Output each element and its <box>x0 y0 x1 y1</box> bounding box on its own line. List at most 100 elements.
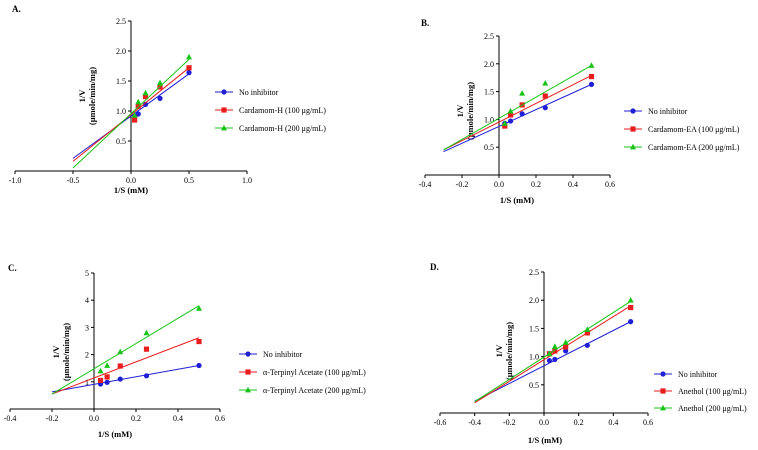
data-point <box>142 94 149 100</box>
y-tick-label: 2.5 <box>484 32 494 41</box>
legend-marker <box>245 351 251 357</box>
legend-marker <box>660 404 666 411</box>
series-3: α-Terpinyl Acetate (200 μg/mL) <box>51 305 366 395</box>
data-point <box>628 304 634 311</box>
data-point <box>546 357 553 364</box>
x-tick-label: -0.2 <box>46 414 59 423</box>
legend-marker <box>630 143 636 150</box>
series-1: No inhibitor <box>474 319 718 402</box>
legend-marker <box>630 126 636 132</box>
x-tick-label: 0.4 <box>173 414 183 423</box>
y-tick-label: 1.5 <box>116 77 126 86</box>
legend-label: No inhibitor <box>678 370 718 379</box>
x-axis-label: 1/S (mM) <box>98 429 132 439</box>
x-tick-label: 0.6 <box>215 414 225 423</box>
data-point <box>507 112 514 118</box>
x-tick-label: -0.6 <box>434 418 447 427</box>
x-axis-label: 1/S (mM) <box>528 435 562 445</box>
y-tick-label: 2.0 <box>484 60 494 69</box>
chart-panel-4: D. -0.6 -0.4 -0.2 0.0 0.2 0.4 0.6 0.5 1.0 1.5 2.0 2.… <box>430 262 747 445</box>
data-point <box>196 305 202 311</box>
panel-label: D. <box>430 262 439 272</box>
series-3: Cardamom-EA (200 μg/mL) <box>443 62 740 152</box>
panel-label: C. <box>8 263 17 273</box>
data-point <box>186 70 192 76</box>
data-point <box>132 117 138 123</box>
data-point <box>507 118 514 124</box>
data-point <box>143 329 150 336</box>
legend-label: Anethol (100 μg/mL) <box>678 387 747 396</box>
x-tick-label: 0.5 <box>184 176 194 185</box>
data-point <box>117 363 123 369</box>
legend-marker <box>660 388 666 394</box>
series-3: Anethol (200 μg/mL) <box>474 297 747 413</box>
series-1: No inhibitor <box>443 81 688 153</box>
y-tick-label: 0.5 <box>484 143 494 152</box>
x-tick-label: -0.4 <box>4 414 17 423</box>
legend-label: Cardamom-EA (200 μg/mL) <box>648 143 740 152</box>
x-tick-label: -0.5 <box>67 176 80 185</box>
legend-label: Anethol (200 μg/mL) <box>678 404 747 413</box>
fit-line <box>72 67 190 162</box>
panel-label: A. <box>12 4 21 14</box>
data-point <box>104 374 110 380</box>
x-tick-label: 0.0 <box>539 418 549 427</box>
y-tick-label: 1.0 <box>484 115 494 124</box>
y-tick-label: 1.5 <box>484 88 494 97</box>
data-point <box>501 120 508 126</box>
data-point <box>196 338 202 345</box>
legend-marker <box>221 124 227 131</box>
series-1: No inhibitor <box>51 350 303 393</box>
legend-label: α-Terpinyl Acetate (200 μg/mL) <box>263 386 366 395</box>
data-point <box>542 105 548 111</box>
y-tick-label: 1.0 <box>529 353 539 362</box>
fit-line <box>72 73 190 159</box>
data-point <box>143 346 150 352</box>
legend-label: No inhibitor <box>239 88 279 97</box>
fit-line <box>51 337 200 395</box>
y-axis-label: 1/V(μmole/min/mg) <box>455 82 475 140</box>
data-point <box>97 367 104 374</box>
y-tick-label: 2.5 <box>529 268 539 277</box>
data-point <box>588 62 595 68</box>
y-tick-label: 4 <box>85 296 89 305</box>
data-point <box>584 342 590 348</box>
data-point <box>186 65 192 71</box>
y-tick-label: 2 <box>85 351 89 360</box>
data-point <box>142 89 149 96</box>
x-tick-label: 0.2 <box>131 414 141 423</box>
legend-marker <box>630 108 636 114</box>
data-point <box>519 90 526 96</box>
data-point <box>196 362 202 369</box>
data-point <box>627 297 634 303</box>
fit-line <box>51 305 200 395</box>
y-tick-label: 1.0 <box>116 107 126 116</box>
legend-marker <box>245 386 251 393</box>
legend-marker <box>221 89 227 95</box>
series-3: Cardamom-H (200 μg/mL) <box>72 53 326 169</box>
y-tick-label: 2.0 <box>529 296 539 305</box>
x-axis-label: 1/S (mM) <box>114 185 148 195</box>
fit-line <box>443 83 592 153</box>
legend-label: No inhibitor <box>648 107 688 116</box>
y-axis-label: 1/V(μmole/min/mg) <box>494 322 514 380</box>
data-point <box>97 377 104 384</box>
data-point <box>563 348 569 354</box>
data-point <box>143 373 150 379</box>
x-tick-label: 0.0 <box>126 176 136 185</box>
series-2: Cardamom-H (100 μg/mL) <box>72 65 326 162</box>
y-tick-label: 1.5 <box>529 324 539 333</box>
x-tick-label: 0.0 <box>494 180 504 189</box>
data-point <box>546 350 553 357</box>
chart-panel-2: B. -0.4 -0.2 0.0 0.2 0.4 0.6 0.5 1.0 1.5 2.0 2.5 1/S… <box>419 18 740 205</box>
series-2: Anethol (100 μg/mL) <box>474 304 747 404</box>
legend-marker <box>245 369 251 375</box>
data-point <box>588 73 595 80</box>
legend-marker <box>660 371 666 377</box>
data-point <box>157 95 163 101</box>
data-point <box>552 356 558 363</box>
data-point <box>507 107 514 114</box>
chart-panel-3: C. -0.4 -0.2 0.0 0.2 0.4 0.6 1 2 3 4 5 1/S (mM) 1/V(μ… <box>4 263 366 439</box>
data-point <box>186 53 192 60</box>
x-tick-label: -0.4 <box>419 180 432 189</box>
